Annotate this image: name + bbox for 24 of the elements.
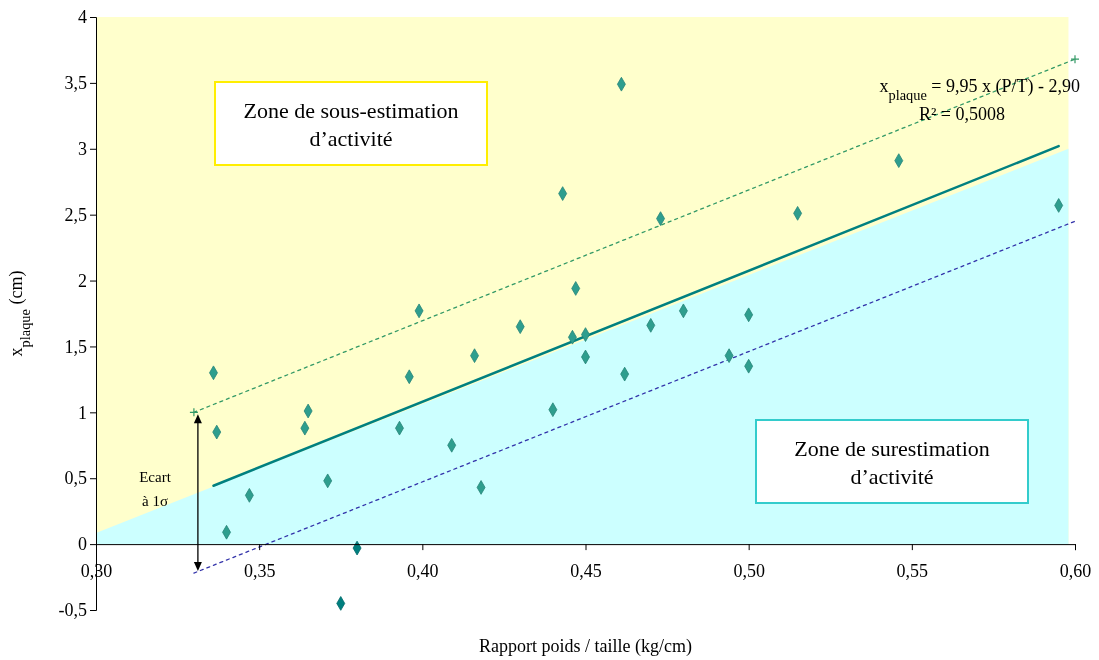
point [1070, 54, 1080, 64]
x-tick-label: 0,45 [570, 560, 602, 581]
y-tick-label: 3 [78, 139, 87, 160]
point [189, 407, 199, 417]
y-tick-label: -0,5 [58, 600, 87, 621]
y-tick-label: 1,5 [64, 336, 87, 357]
annotation: x$_{plaque}$ = 9,95 x (P/T) - 2,90 [879, 76, 1080, 103]
x-axis-title: Rapport poids / taille (kg/cm) [479, 636, 692, 657]
y-tick-label: 4 [78, 7, 87, 28]
x-tick-label: 0,55 [896, 560, 929, 581]
annotation: Ecart à 1σ [139, 469, 172, 509]
x-tick-label: 0,40 [407, 560, 439, 581]
x-tick-label: 0,50 [733, 560, 765, 581]
y-tick-label: 1 [78, 402, 87, 423]
x-tick-label: 0,35 [243, 560, 276, 581]
y-tick-label: 3,5 [64, 73, 87, 94]
y-tick-label: 2 [78, 270, 87, 291]
y-tick-label: 0,5 [64, 468, 87, 489]
annotation: Zone de surestimation d’activité [794, 435, 990, 489]
annotation: Zone de sous-estimation d’activité [243, 97, 459, 151]
y-tick-label: 2,5 [64, 204, 87, 225]
annotation: R² = 0,5008 [918, 104, 1006, 124]
y-tick-label: 0 [78, 534, 87, 555]
x-tick-label: 0,60 [1059, 560, 1092, 581]
